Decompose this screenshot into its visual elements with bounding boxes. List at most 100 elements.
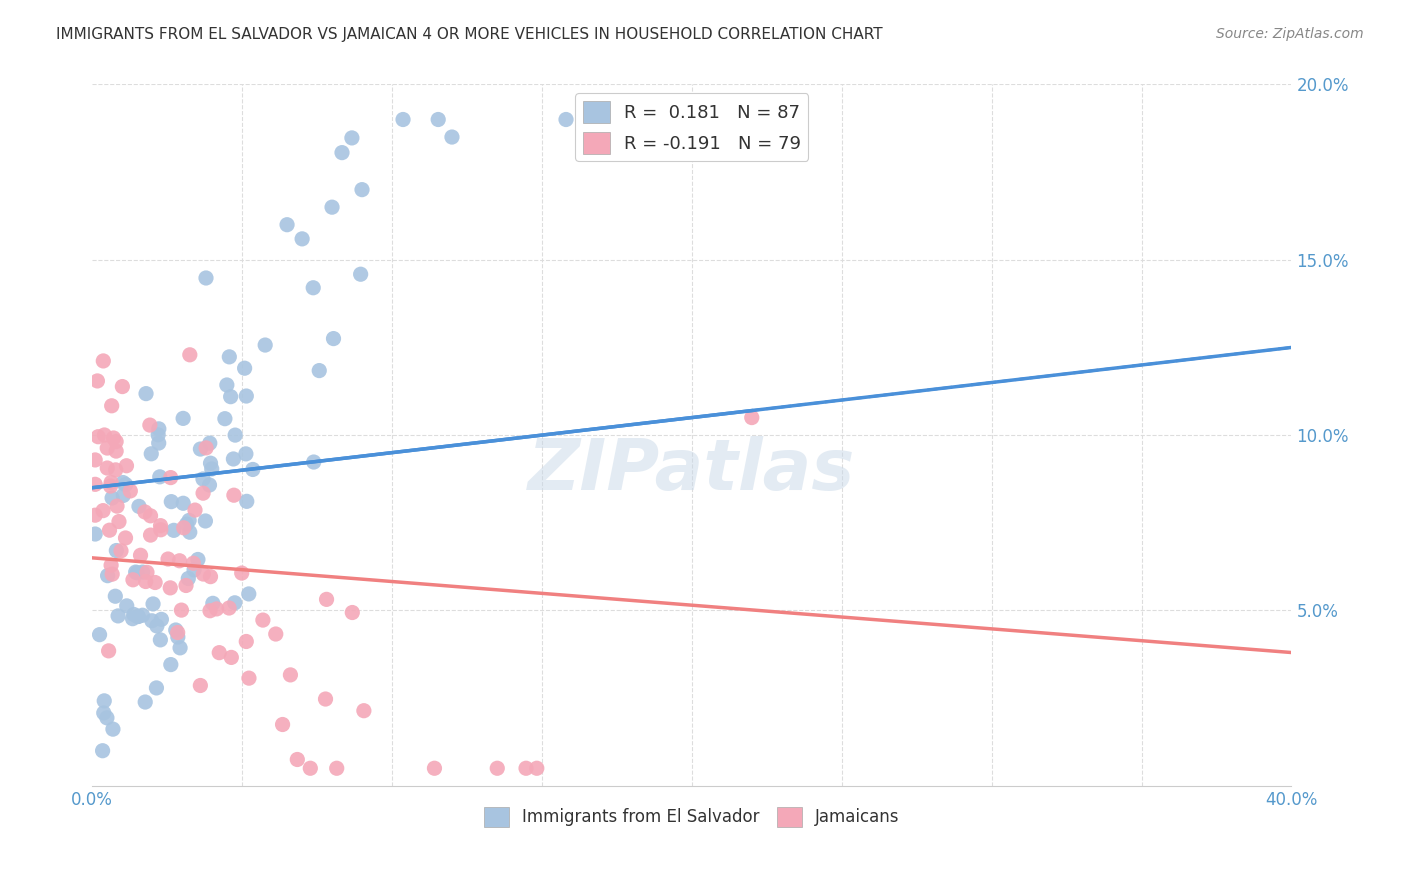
Point <box>285 752 308 766</box>
Point <box>84 508 107 523</box>
Point <box>163 524 186 538</box>
Point <box>242 462 264 476</box>
Legend: Immigrants from El Salvador, Jamaicans: Immigrants from El Salvador, Jamaicans <box>478 800 905 833</box>
Point <box>198 604 221 618</box>
Point <box>91 744 114 758</box>
Point <box>93 694 115 708</box>
Point <box>145 681 167 695</box>
Point <box>120 483 142 498</box>
Point <box>194 514 217 528</box>
Point <box>122 607 145 622</box>
Point <box>741 410 763 425</box>
Point <box>108 515 131 529</box>
Point <box>231 566 253 580</box>
Point <box>214 411 236 425</box>
Point <box>96 441 118 455</box>
Point <box>427 112 450 127</box>
Point <box>440 130 463 145</box>
Point <box>115 599 138 613</box>
Point <box>215 378 238 392</box>
Point <box>172 496 194 510</box>
Point <box>114 531 136 545</box>
Point <box>131 608 153 623</box>
Point <box>97 644 120 658</box>
Point <box>205 602 228 616</box>
Point <box>159 581 181 595</box>
Point <box>89 628 111 642</box>
Point <box>219 390 242 404</box>
Point <box>148 422 170 436</box>
Point <box>93 428 115 442</box>
Point <box>91 503 114 517</box>
Point <box>224 596 246 610</box>
Point <box>200 569 222 583</box>
Point <box>86 374 108 388</box>
Point <box>141 614 163 628</box>
Point <box>84 477 107 491</box>
Point <box>191 486 214 500</box>
Point <box>350 267 373 281</box>
Point <box>105 543 128 558</box>
Point <box>149 632 172 647</box>
Point <box>238 671 260 685</box>
Point <box>350 183 373 197</box>
Point <box>169 640 191 655</box>
Point <box>191 472 214 486</box>
Point <box>128 500 150 514</box>
Point <box>166 630 188 644</box>
Point <box>122 573 145 587</box>
Point <box>187 552 209 566</box>
Point <box>87 430 110 444</box>
Point <box>100 399 122 413</box>
Point <box>105 444 128 458</box>
Point <box>193 567 215 582</box>
Point <box>236 494 259 508</box>
Point <box>104 589 127 603</box>
Point <box>107 608 129 623</box>
Point <box>183 556 205 570</box>
Point <box>100 479 122 493</box>
Point <box>190 678 212 692</box>
Point <box>125 566 148 580</box>
Point <box>136 566 159 580</box>
Point <box>198 436 221 450</box>
Point <box>114 477 136 491</box>
Point <box>150 612 173 626</box>
Point <box>299 761 322 775</box>
Point <box>115 458 138 473</box>
Point <box>165 623 187 637</box>
Point <box>201 596 224 610</box>
Point <box>198 478 221 492</box>
Point <box>104 463 127 477</box>
Point <box>271 717 294 731</box>
Point <box>98 523 121 537</box>
Point <box>183 563 205 577</box>
Point <box>101 567 124 582</box>
Point <box>159 470 181 484</box>
Point <box>190 442 212 456</box>
Point <box>124 565 146 579</box>
Point <box>276 218 298 232</box>
Point <box>127 609 149 624</box>
Point <box>139 528 162 542</box>
Point <box>146 427 169 442</box>
Point <box>159 657 181 672</box>
Point <box>112 475 135 490</box>
Point <box>173 521 195 535</box>
Point <box>515 761 537 775</box>
Point <box>321 200 343 214</box>
Point <box>149 523 172 537</box>
Point <box>235 634 257 648</box>
Point <box>91 354 114 368</box>
Point <box>218 350 240 364</box>
Point <box>176 517 198 532</box>
Point <box>252 613 274 627</box>
Point <box>218 601 240 615</box>
Point <box>142 597 165 611</box>
Point <box>555 112 578 127</box>
Point <box>179 513 201 527</box>
Point <box>340 131 363 145</box>
Point <box>233 361 256 376</box>
Text: IMMIGRANTS FROM EL SALVADOR VS JAMAICAN 4 OR MORE VEHICLES IN HOUSEHOLD CORRELAT: IMMIGRANTS FROM EL SALVADOR VS JAMAICAN … <box>56 27 883 42</box>
Point <box>325 761 347 775</box>
